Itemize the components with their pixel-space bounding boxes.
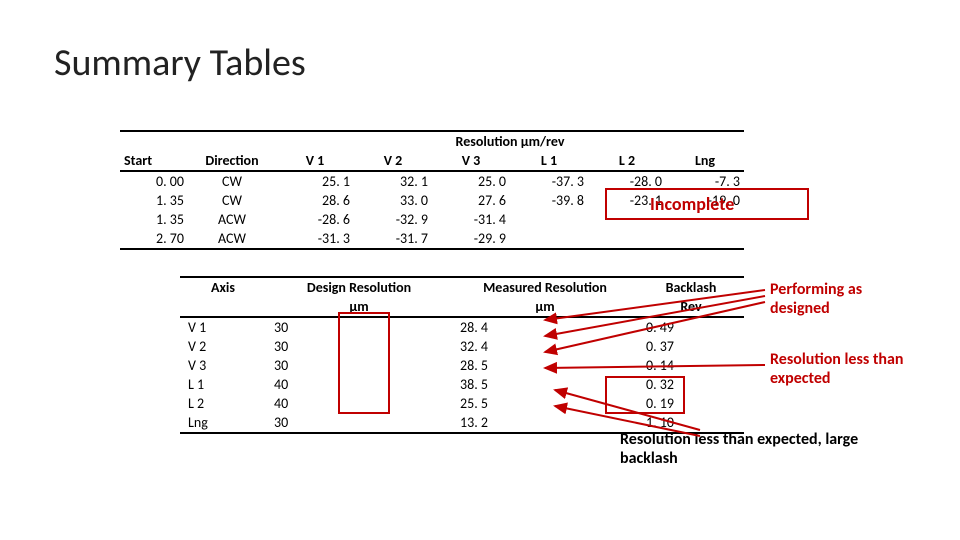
t1c: 1. 35: [120, 210, 188, 229]
t1c: [666, 229, 744, 249]
t2c: Lng: [180, 413, 266, 433]
table-row: V 1 30 28. 4 0. 49: [180, 317, 744, 337]
t1c: CW: [188, 171, 276, 191]
t1c: 0. 00: [120, 171, 188, 191]
t1c: [510, 229, 588, 249]
t2c: 28. 5: [452, 356, 638, 375]
t2-h0: Axis: [180, 277, 266, 297]
resolution-less-backlash-label: Resolution less than expected, large bac…: [620, 430, 880, 468]
t2c: V 1: [180, 317, 266, 337]
table1-superheader: Resolution µm/rev: [432, 131, 588, 151]
t2-h2: Measured Resolution: [452, 277, 638, 297]
t1c: ACW: [188, 229, 276, 249]
t1c: CW: [188, 191, 276, 210]
t1c: 25. 1: [276, 171, 354, 191]
t1-h2: V 1: [276, 151, 354, 171]
t2-u2: µm: [452, 297, 638, 317]
t2c: 13. 2: [452, 413, 638, 433]
backlash-box: [605, 376, 685, 414]
design-column-box: [338, 312, 390, 414]
t1c: 28. 6: [276, 191, 354, 210]
t1-h4: V 3: [432, 151, 510, 171]
t1c: 32. 1: [354, 171, 432, 191]
t1c: [588, 229, 666, 249]
t1-h5: L 1: [510, 151, 588, 171]
t2c: 0. 37: [638, 337, 744, 356]
t1-h6: L 2: [588, 151, 666, 171]
t2c: V 3: [180, 356, 266, 375]
incomplete-label: Incomplete: [650, 193, 734, 215]
table-row: V 2 30 32. 4 0. 37: [180, 337, 744, 356]
t2c: 28. 4: [452, 317, 638, 337]
t1-h7: Lng: [666, 151, 744, 171]
t1c: 25. 0: [432, 171, 510, 191]
t1c: -31. 7: [354, 229, 432, 249]
t1c: -37. 3: [510, 171, 588, 191]
t2c: L 2: [180, 394, 266, 413]
t1c: -39. 8: [510, 191, 588, 210]
t1c: 33. 0: [354, 191, 432, 210]
table-row: V 3 30 28. 5 0. 14: [180, 356, 744, 375]
t1c: -31. 4: [432, 210, 510, 229]
t2c: 0. 49: [638, 317, 744, 337]
t2c: 32. 4: [452, 337, 638, 356]
slide-title: Summary Tables: [54, 40, 306, 86]
t2-u3: Rev: [638, 297, 744, 317]
t1c: 1. 35: [120, 191, 188, 210]
t1c: [510, 210, 588, 229]
t1c: -28. 6: [276, 210, 354, 229]
table-row: 2. 70 ACW -31. 3 -31. 7 -29. 9: [120, 229, 744, 249]
t2-h1: Design Resolution: [266, 277, 452, 297]
t1c: -32. 9: [354, 210, 432, 229]
t1c: ACW: [188, 210, 276, 229]
t2c: V 2: [180, 337, 266, 356]
t2-u0: [180, 297, 266, 317]
t1c: -29. 9: [432, 229, 510, 249]
t1c: 27. 6: [432, 191, 510, 210]
t2c: L 1: [180, 375, 266, 394]
t1-h1: Direction: [188, 151, 276, 171]
t2c: 0. 14: [638, 356, 744, 375]
resolution-less-label: Resolution less than expected: [770, 350, 920, 388]
t2-h3: Backlash: [638, 277, 744, 297]
t1c: -31. 3: [276, 229, 354, 249]
performing-label: Performing as designed: [770, 280, 920, 318]
t1c: 2. 70: [120, 229, 188, 249]
t1-h3: V 2: [354, 151, 432, 171]
t1-h0: Start: [120, 151, 188, 171]
t2c: 30: [266, 413, 452, 433]
